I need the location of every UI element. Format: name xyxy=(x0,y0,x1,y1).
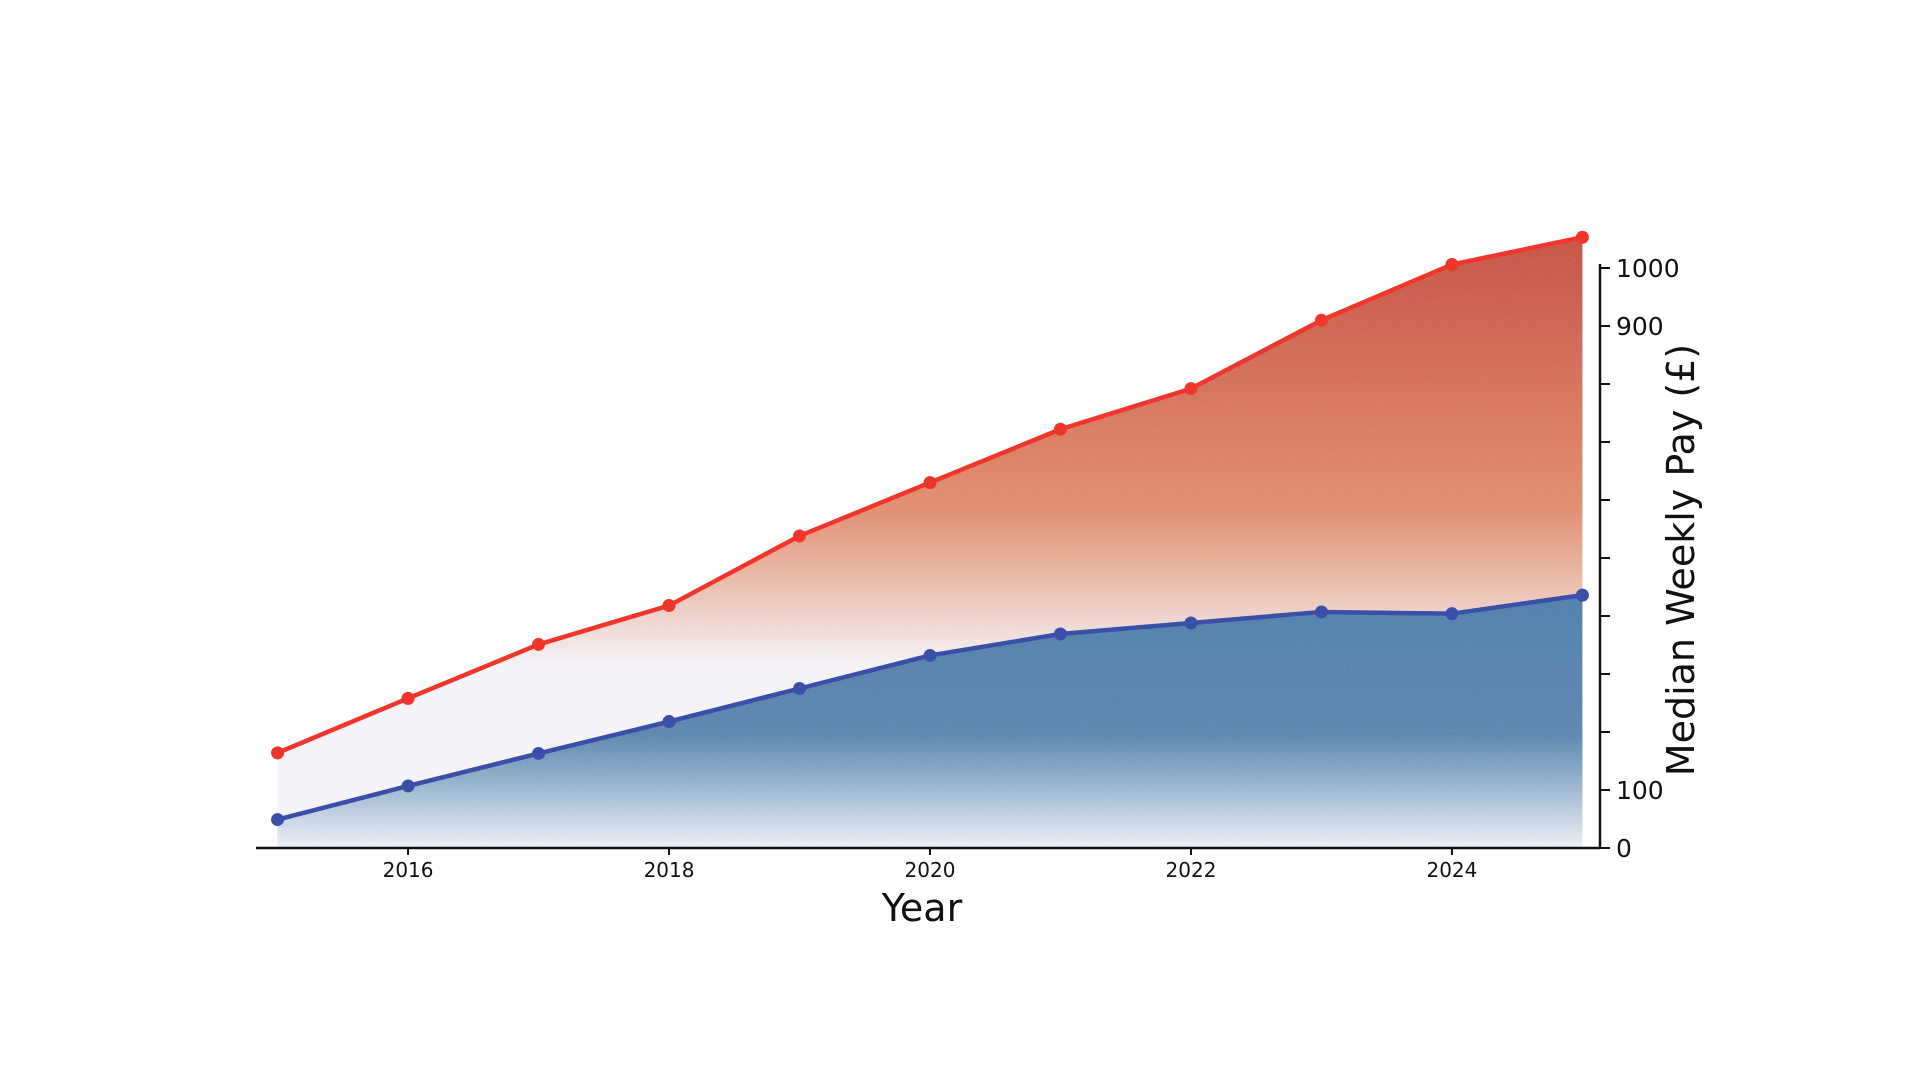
data-point-s1-2018 xyxy=(662,599,676,613)
data-points xyxy=(271,230,1589,827)
data-point-s1-2022 xyxy=(1184,382,1198,396)
data-point-s2-2022 xyxy=(1184,616,1198,630)
data-point-s2-2016 xyxy=(401,779,415,793)
data-point-s2-2018 xyxy=(662,715,676,729)
x-tick-label-2020: 2020 xyxy=(905,858,956,882)
data-point-s1-2024 xyxy=(1445,258,1459,272)
data-point-s1-2023 xyxy=(1314,313,1328,327)
data-point-s2-2020 xyxy=(923,648,937,662)
x-tick-label-2016: 2016 xyxy=(383,858,434,882)
data-point-s1-2025 xyxy=(1575,230,1589,244)
area-fills xyxy=(277,237,1583,848)
series-area-2 xyxy=(277,595,1583,848)
data-point-s2-2019 xyxy=(793,682,807,695)
data-point-s1-2020 xyxy=(923,476,937,490)
x-tick-label-2018: 2018 xyxy=(644,858,695,882)
y-tick-label-100: 100 xyxy=(1616,776,1664,805)
data-point-s2-2015 xyxy=(271,813,285,827)
data-point-s1-2017 xyxy=(532,637,546,651)
data-point-s1-2016 xyxy=(401,691,415,705)
data-point-s1-2021 xyxy=(1053,422,1067,436)
data-point-s1-2019 xyxy=(793,529,807,543)
data-point-s2-2017 xyxy=(532,746,546,760)
data-point-s2-2024 xyxy=(1445,607,1459,621)
y-tick-label-900: 900 xyxy=(1616,312,1664,341)
data-point-s1-2015 xyxy=(271,746,285,760)
data-point-s2-2023 xyxy=(1314,605,1328,619)
y-tick-label-1000: 1000 xyxy=(1616,254,1680,283)
x-tick-label-2022: 2022 xyxy=(1166,858,1217,882)
data-point-s2-2025 xyxy=(1575,588,1589,602)
axes: 2016 2018 2020 2022 2024 0 100 900 1000 xyxy=(256,254,1680,882)
x-axis-title: Year xyxy=(881,886,963,930)
y-axis-title: Median Weekly Pay (£) xyxy=(1659,344,1703,776)
y-tick-label-0: 0 xyxy=(1616,834,1632,863)
data-point-s2-2021 xyxy=(1053,627,1067,641)
x-tick-label-2024: 2024 xyxy=(1426,858,1477,882)
